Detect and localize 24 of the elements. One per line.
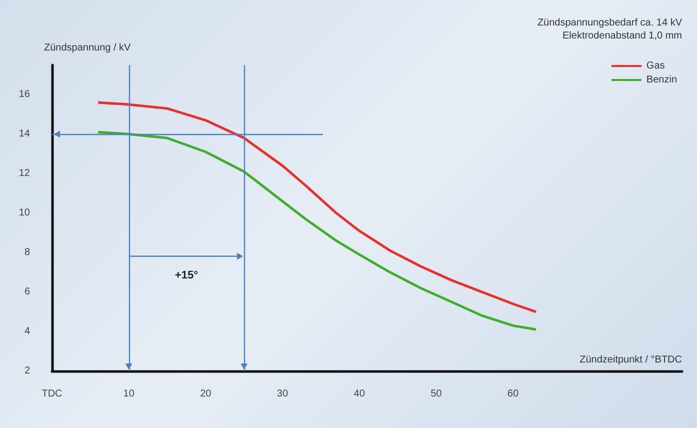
x-tick-label: 50 <box>430 388 442 400</box>
x-tick-label: 60 <box>507 388 519 400</box>
y-tick-label: 16 <box>18 89 30 100</box>
line-series <box>96 130 538 331</box>
legend-label: Gas <box>646 60 665 72</box>
y-tick-label: 12 <box>18 168 30 180</box>
x-tick-label: 10 <box>123 388 135 400</box>
annotation: +15° <box>174 269 198 282</box>
y-tick-label: 2 <box>24 366 30 376</box>
x-tick-label: 30 <box>276 388 288 400</box>
x-tick-label: 20 <box>200 388 212 400</box>
legend-label: Benzin <box>646 74 677 86</box>
y-tick-label: 6 <box>24 286 30 298</box>
x-axis-title: Zündzeitpunkt / °BTDC <box>580 354 682 366</box>
line-series <box>96 101 538 314</box>
y-tick-label: 14 <box>18 128 30 140</box>
x-tick-label: TDC <box>42 388 62 400</box>
text: Elektrodenabstand 1,0 mm <box>562 30 682 42</box>
text: Zündspannungsbedarf ca. 14 kV <box>537 18 682 28</box>
y-axis-title: Zündspannung / kV <box>44 42 132 54</box>
y-tick-label: 10 <box>18 208 30 219</box>
y-tick-label: 8 <box>24 247 30 258</box>
y-tick-label: 4 <box>24 326 30 338</box>
x-tick-label: 40 <box>354 388 366 400</box>
